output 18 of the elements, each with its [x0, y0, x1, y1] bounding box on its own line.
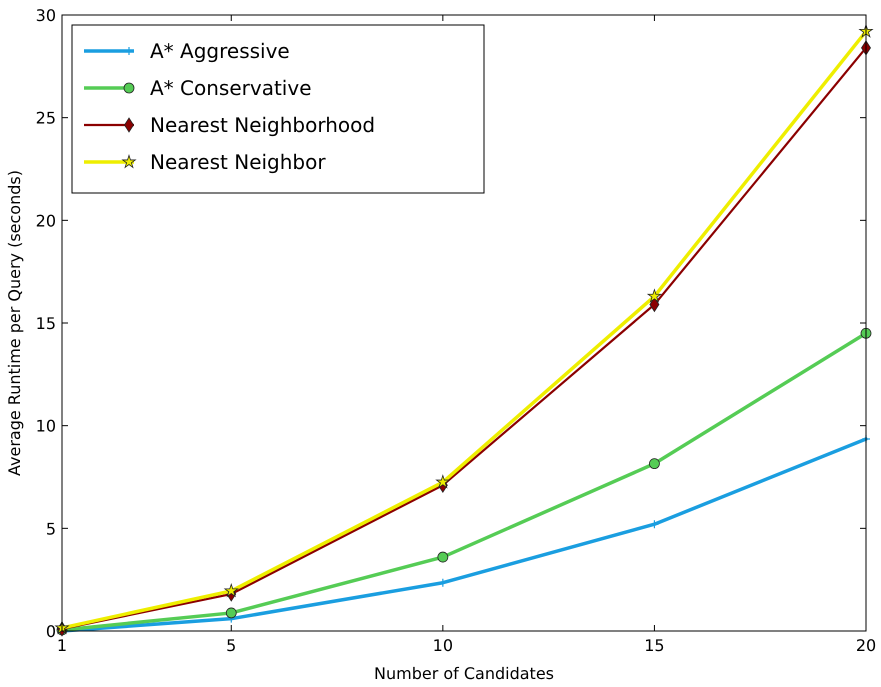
- y-tick-label: 30: [36, 6, 56, 25]
- y-axis-title: Average Runtime per Query (seconds): [5, 170, 24, 476]
- x-axis-title: Number of Candidates: [374, 664, 554, 683]
- x-tick-label: 15: [644, 636, 665, 655]
- x-tick-label: 1: [56, 636, 68, 655]
- legend-label: A* Aggressive: [150, 39, 290, 63]
- y-tick-label: 25: [36, 108, 56, 128]
- x-tick-label: 10: [432, 636, 454, 655]
- y-tick-label: 15: [36, 314, 56, 333]
- legend-label: Nearest Neighborhood: [150, 113, 376, 137]
- legend-label: Nearest Neighbor: [150, 150, 326, 174]
- x-tick-label: 20: [856, 636, 876, 655]
- legend-label: A* Conservative: [150, 76, 312, 100]
- y-tick-label: 0: [46, 622, 56, 641]
- y-tick-label: 20: [36, 211, 56, 230]
- y-tick-label: 10: [36, 416, 56, 436]
- x-tick-label: 5: [226, 636, 236, 655]
- y-tick-label: 5: [46, 519, 56, 538]
